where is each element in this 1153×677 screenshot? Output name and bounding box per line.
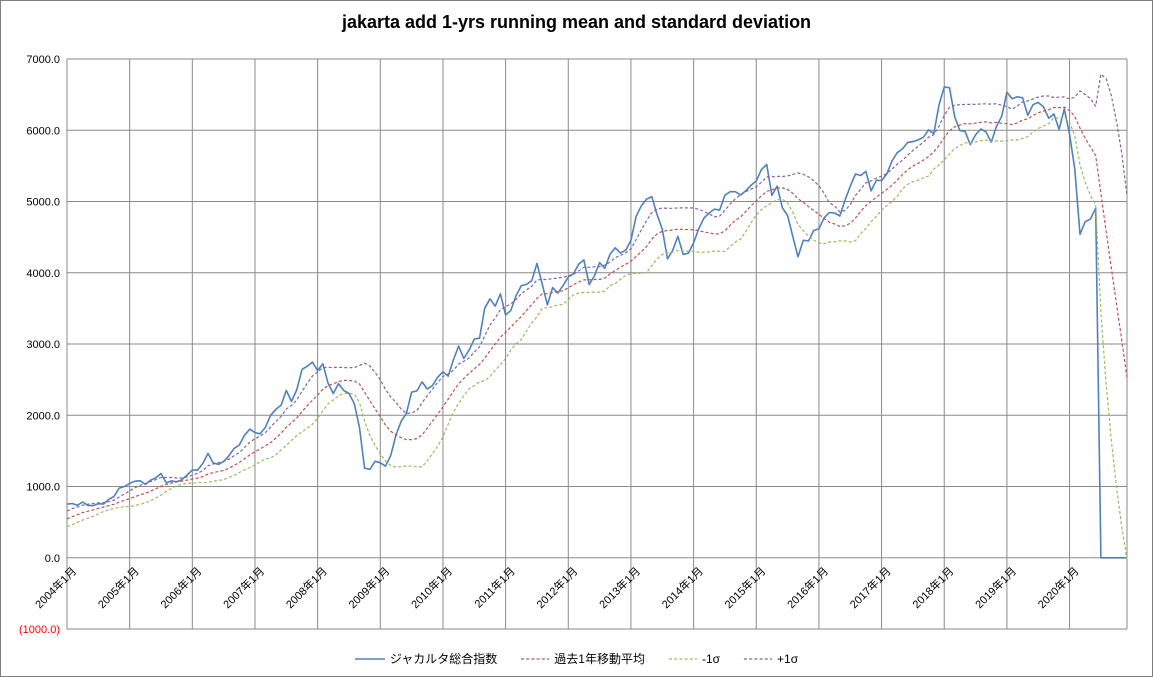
x-axis-tick-label: 2014年1月 <box>659 564 706 611</box>
series-path-mean-minus-1-sigma <box>66 116 1128 560</box>
x-axis-tick-label: 2017年1月 <box>847 564 894 611</box>
y-axis-tick-label: (1000.0) <box>19 624 60 636</box>
legend-item-jakarta-index: ジャカルタ総合指数 <box>354 650 498 667</box>
y-axis-tick-label: 4000.0 <box>26 268 60 280</box>
y-axis-tick-label: 3000.0 <box>26 339 60 351</box>
chart-title: jakarta add 1-yrs running mean and stand… <box>341 12 812 32</box>
series-line-sample-icon <box>354 657 385 660</box>
legend-item-minus-sigma: -1σ <box>668 651 721 666</box>
x-axis-tick-label: 2006年1月 <box>157 564 204 611</box>
legend-label: +1σ <box>777 651 799 666</box>
series-path-raw <box>66 86 1127 559</box>
x-axis-tick-label: 2008年1月 <box>283 564 330 611</box>
x-axis-tick-label: 2020年1月 <box>1035 564 1082 611</box>
x-axis-tick-label: 2016年1月 <box>784 564 831 611</box>
legend: ジャカルタ総合指数 過去1年移動平均 -1σ +1σ <box>1 650 1152 667</box>
series-line-sample-icon <box>521 657 550 660</box>
x-axis-tick-label: 2011年1月 <box>471 564 518 611</box>
legend-label: -1σ <box>701 651 721 666</box>
series-line-sample-icon <box>668 657 697 660</box>
x-axis-tick-label: 2019年1月 <box>972 564 1019 611</box>
x-axis-tick-label: 2010年1月 <box>408 564 455 611</box>
legend-label: 過去1年移動平均 <box>554 652 645 666</box>
series-path-running-mean <box>66 106 1128 520</box>
x-axis-tick-label: 2004年1月 <box>32 564 79 611</box>
legend-item-plus-sigma: +1σ <box>744 652 798 666</box>
x-axis-tick-label: 2012年1月 <box>533 564 580 611</box>
x-axis-tick-label: 2015年1月 <box>721 564 768 611</box>
y-axis-tick-label: 2000.0 <box>26 410 60 422</box>
x-axis-tick-label: 2007年1月 <box>220 564 267 611</box>
y-axis-tick-label: 1000.0 <box>26 482 60 494</box>
x-axis-tick-label: 2013年1月 <box>596 564 643 611</box>
y-axis-tick-label: 0.0 <box>45 553 60 565</box>
x-axis-tick-label: 2005年1月 <box>95 564 142 611</box>
y-axis-tick-label: 6000.0 <box>26 125 60 137</box>
series-line-sample-icon <box>744 657 773 660</box>
y-axis-tick-label: 7000.0 <box>26 54 60 66</box>
legend-item-running-mean: 過去1年移動平均 <box>521 650 645 667</box>
y-axis-tick-label: 5000.0 <box>26 197 60 209</box>
x-axis-tick-label: 2009年1月 <box>345 564 392 611</box>
x-axis-tick-label: 2018年1月 <box>909 564 956 611</box>
legend-label: ジャカルタ総合指数 <box>389 652 498 666</box>
